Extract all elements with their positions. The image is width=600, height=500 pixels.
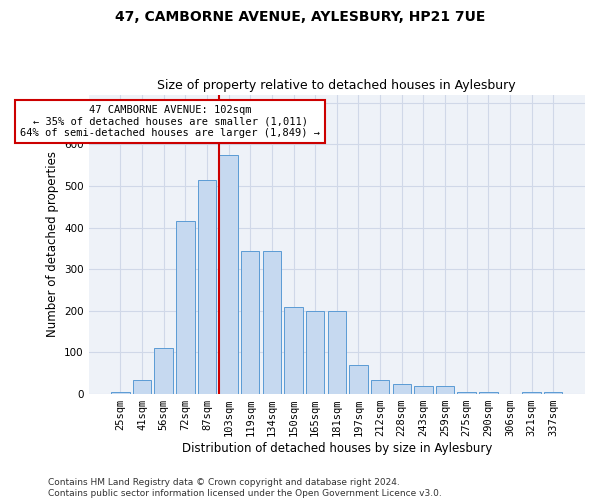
Y-axis label: Number of detached properties: Number of detached properties	[46, 152, 59, 338]
Bar	[111, 392, 130, 394]
Bar	[154, 348, 173, 394]
Bar	[544, 392, 562, 394]
Bar	[479, 392, 497, 394]
Bar	[241, 250, 259, 394]
Bar	[306, 311, 325, 394]
Bar	[349, 365, 368, 394]
Bar	[523, 392, 541, 394]
Bar	[328, 311, 346, 394]
Bar	[371, 380, 389, 394]
Bar	[133, 380, 151, 394]
Bar	[263, 250, 281, 394]
Bar	[436, 386, 454, 394]
Bar	[392, 384, 411, 394]
Bar	[457, 392, 476, 394]
Text: Contains HM Land Registry data © Crown copyright and database right 2024.
Contai: Contains HM Land Registry data © Crown c…	[48, 478, 442, 498]
Text: 47, CAMBORNE AVENUE, AYLESBURY, HP21 7UE: 47, CAMBORNE AVENUE, AYLESBURY, HP21 7UE	[115, 10, 485, 24]
Bar	[176, 222, 194, 394]
Bar	[198, 180, 216, 394]
X-axis label: Distribution of detached houses by size in Aylesbury: Distribution of detached houses by size …	[182, 442, 492, 455]
Bar	[414, 386, 433, 394]
Text: 47 CAMBORNE AVENUE: 102sqm
← 35% of detached houses are smaller (1,011)
64% of s: 47 CAMBORNE AVENUE: 102sqm ← 35% of deta…	[20, 105, 320, 138]
Bar	[220, 155, 238, 394]
Title: Size of property relative to detached houses in Aylesbury: Size of property relative to detached ho…	[157, 79, 516, 92]
Bar	[284, 306, 303, 394]
